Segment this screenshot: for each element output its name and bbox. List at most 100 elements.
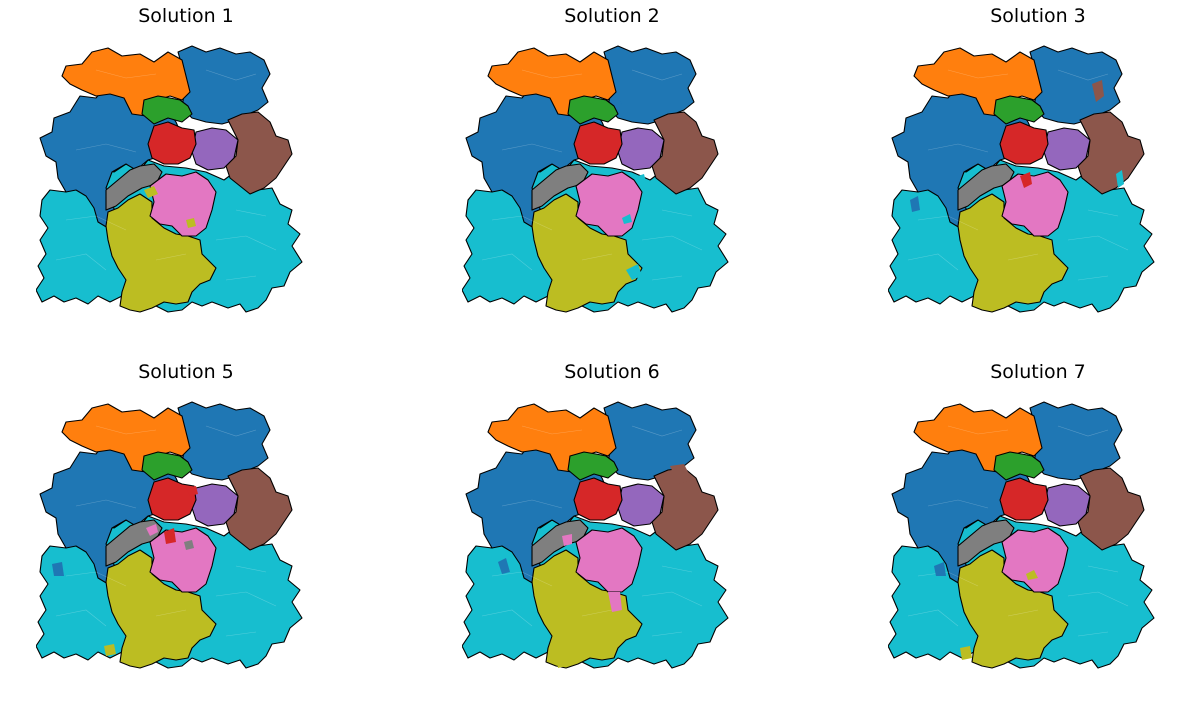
municipality-boundary — [1077, 631, 1109, 637]
municipality-boundary — [75, 499, 137, 509]
municipality-boundary — [631, 69, 683, 81]
district-brown — [225, 467, 293, 551]
district-pink — [149, 171, 217, 237]
municipality-boundary — [521, 425, 583, 435]
district-red — [147, 121, 197, 165]
district-fragment-blue — [612, 98, 622, 108]
panel-title: Solution 2 — [564, 5, 660, 27]
district-fragment-cyan — [638, 174, 646, 184]
panel-title: Solution 1 — [138, 5, 234, 27]
district-fragment-pink — [1014, 536, 1032, 554]
district-red — [573, 121, 623, 165]
map-panel-solution-5: Solution 5 — [36, 356, 336, 696]
municipality-boundary — [1057, 69, 1109, 81]
district-pink — [149, 527, 217, 593]
municipality-boundary — [501, 499, 563, 509]
district-fragment-pink — [608, 592, 622, 612]
municipality-boundary — [917, 215, 979, 231]
district-map — [36, 45, 303, 313]
municipality-boundary — [205, 425, 257, 437]
district-brown — [651, 111, 719, 195]
municipality-boundary — [581, 609, 613, 617]
district-pink — [1001, 171, 1069, 237]
municipality-boundary — [1007, 609, 1039, 617]
municipality-boundary — [631, 425, 683, 437]
panel-title: Solution 6 — [564, 361, 660, 383]
district-gray — [531, 519, 589, 567]
district-fragment-olive — [1026, 570, 1038, 580]
district-green — [993, 95, 1045, 125]
municipality-boundary — [75, 143, 137, 153]
district-red — [999, 477, 1049, 521]
district-fragment-blue — [934, 562, 946, 576]
map-panel-solution-2: Solution 2 — [462, 0, 762, 340]
municipality-boundary — [927, 499, 989, 509]
district-fragment-olive — [556, 656, 566, 668]
municipality-boundary — [205, 69, 257, 81]
district-fragment-olive — [960, 646, 972, 660]
district-gray — [105, 163, 163, 211]
municipality-boundary — [521, 69, 583, 79]
map-panel-solution-7: Solution 7 — [888, 356, 1182, 696]
district-fragment-red — [186, 486, 198, 496]
district-map — [462, 45, 729, 313]
municipality-boundary — [907, 609, 959, 627]
district-pink — [575, 527, 643, 593]
district-brown — [1077, 111, 1145, 195]
district-fragment-pink — [562, 534, 572, 546]
district-green — [567, 95, 619, 125]
panel-title: Solution 5 — [138, 361, 234, 383]
municipality-boundary — [155, 609, 187, 617]
map-panel-solution-6: Solution 6 — [462, 356, 762, 696]
district-green — [141, 95, 193, 125]
district-fragment-blue — [910, 196, 920, 212]
district-fragment-blue — [52, 562, 64, 576]
municipality-boundary — [1067, 235, 1129, 251]
district-brown — [1077, 467, 1145, 551]
municipality-boundary — [95, 69, 157, 79]
municipality-boundary — [225, 631, 257, 637]
district-gray — [531, 163, 589, 211]
district-brown — [225, 111, 293, 195]
municipality-boundary — [661, 565, 693, 573]
municipality-boundary — [155, 253, 187, 261]
district-fragment-red — [1020, 172, 1032, 188]
district-purple — [191, 483, 239, 527]
map-panel-solution-1: Solution 1 — [36, 0, 336, 340]
municipality-boundary — [1007, 253, 1039, 261]
district-green — [141, 451, 193, 481]
district-fragment-cyan — [1116, 170, 1124, 188]
municipality-boundary — [917, 571, 979, 587]
municipality-boundary — [481, 609, 533, 627]
district-map — [462, 401, 729, 669]
municipality-boundary — [907, 253, 959, 271]
district-red — [999, 121, 1049, 165]
municipality-boundary — [215, 235, 277, 251]
district-fragment-olive — [144, 186, 158, 198]
municipality-boundary — [1087, 565, 1119, 573]
district-fragment-cyan — [626, 264, 642, 280]
district-fragment-brown — [670, 464, 692, 484]
district-fragment-blue — [498, 558, 510, 574]
municipality-boundary — [641, 235, 703, 251]
district-purple — [617, 483, 665, 527]
district-fragment-pink — [146, 524, 158, 536]
district-fragment-red — [164, 528, 176, 544]
municipality-boundary — [235, 209, 267, 217]
district-purple — [1043, 127, 1091, 171]
municipality-boundary — [947, 425, 1009, 435]
district-gray — [957, 163, 1015, 211]
municipality-boundary — [661, 209, 693, 217]
municipality-boundary — [947, 69, 1009, 79]
municipality-boundary — [491, 571, 553, 587]
municipality-boundary — [651, 275, 683, 281]
municipality-boundary — [55, 609, 107, 627]
municipality-boundary — [927, 143, 989, 153]
municipality-boundary — [501, 143, 563, 153]
panel-title: Solution 3 — [990, 5, 1086, 27]
municipality-boundary — [235, 565, 267, 573]
municipality-boundary — [65, 215, 127, 231]
municipality-boundary — [1067, 591, 1129, 607]
municipality-boundary — [215, 591, 277, 607]
municipality-boundary — [225, 275, 257, 281]
